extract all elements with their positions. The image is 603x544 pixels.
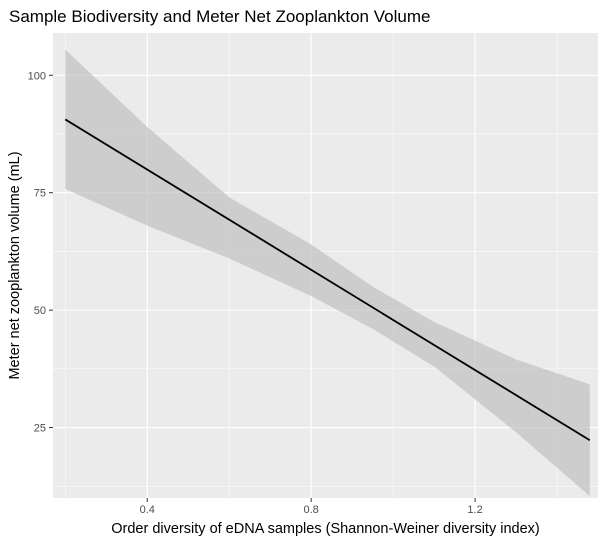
x-tick-label-1: 0.8 bbox=[304, 504, 319, 516]
y-tick-label-2: 75 bbox=[34, 188, 46, 200]
x-axis-title: Order diversity of eDNA samples (Shannon… bbox=[111, 521, 539, 537]
chart-title: Sample Biodiversity and Meter Net Zoopla… bbox=[9, 7, 430, 26]
x-tick-label-2: 1.2 bbox=[467, 504, 482, 516]
y-tick-label-1: 50 bbox=[34, 305, 46, 317]
x-tick-label-0: 0.4 bbox=[140, 504, 155, 516]
confidence-ribbon-0 bbox=[65, 49, 590, 497]
y-axis: 25 50 75 100 bbox=[28, 70, 53, 435]
fit-line-layer bbox=[64, 118, 591, 441]
y-tick-label-3: 100 bbox=[28, 70, 46, 82]
y-axis-title: Meter net zooplankton volume (mL) bbox=[7, 151, 23, 379]
x-axis: 0.4 0.8 1.2 bbox=[140, 498, 483, 516]
regression-line-0 bbox=[64, 118, 591, 441]
y-tick-label-0: 25 bbox=[34, 423, 46, 435]
confidence-ribbon-layer bbox=[65, 49, 590, 497]
